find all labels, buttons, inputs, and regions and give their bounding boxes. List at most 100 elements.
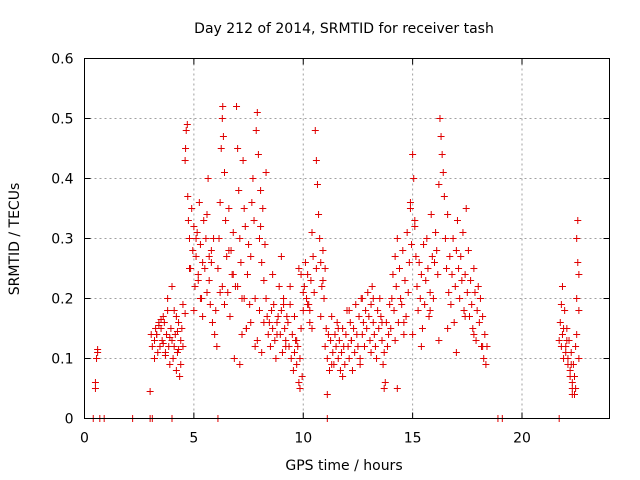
data-point-21.5-23h bbox=[575, 271, 583, 278]
data-point-8-11h bbox=[316, 235, 324, 242]
data-point-8-11h bbox=[299, 307, 307, 314]
data-point-11-14h bbox=[377, 313, 385, 320]
data-point-5-8h bbox=[203, 289, 211, 296]
data-point-11-14h bbox=[339, 373, 347, 380]
data-point-8-11h bbox=[310, 289, 318, 296]
data-point-14-18.5h bbox=[423, 235, 431, 242]
data-point-5-8h bbox=[229, 229, 237, 236]
data-point-14-18.5h bbox=[471, 289, 479, 296]
data-point-11-14h bbox=[365, 313, 373, 320]
data-point-5-8h bbox=[182, 127, 190, 134]
data-point-8-11h bbox=[311, 127, 319, 134]
data-point-8-11h bbox=[294, 343, 302, 350]
data-point-5-8h bbox=[199, 313, 207, 320]
data-point-8-11h bbox=[280, 295, 288, 302]
data-point-5-8h bbox=[240, 205, 248, 212]
data-point-21.5-23h bbox=[556, 319, 564, 326]
data-point-5-8h bbox=[230, 355, 238, 362]
data-point-3-5h bbox=[173, 349, 181, 356]
data-point-8-11h bbox=[319, 277, 327, 284]
data-point-8-11h bbox=[299, 289, 307, 296]
data-point-11-14h bbox=[352, 301, 360, 308]
data-point-8-11h bbox=[266, 343, 274, 350]
data-point-8-11h bbox=[263, 313, 271, 320]
data-point-8-11h bbox=[269, 325, 277, 332]
data-point-5-8h bbox=[256, 235, 263, 242]
data-point-11-14h bbox=[345, 355, 353, 362]
data-point-5-8h bbox=[256, 307, 263, 314]
data-point-11-14h bbox=[358, 331, 366, 338]
data-point-14-18.5h bbox=[418, 325, 426, 332]
data-point-5-8h bbox=[253, 109, 261, 116]
data-point-8-11h bbox=[272, 355, 280, 362]
data-point-11-14h bbox=[356, 355, 364, 362]
data-point-21.5-23h bbox=[572, 343, 580, 350]
data-point-5-8h bbox=[218, 115, 226, 122]
data-point-5-8h bbox=[218, 283, 226, 290]
data-point-8-11h bbox=[301, 259, 309, 266]
data-point-11-14h bbox=[362, 307, 370, 314]
data-point-21.5-23h bbox=[573, 235, 581, 242]
data-point-5-8h bbox=[241, 223, 249, 230]
data-point-8-11h bbox=[277, 307, 285, 314]
data-point-5-8h bbox=[223, 253, 231, 260]
data-point-14-18.5h bbox=[461, 313, 469, 320]
data-point-5-8h bbox=[252, 127, 260, 134]
data-point-8-11h bbox=[295, 379, 303, 386]
data-point-11-14h bbox=[355, 313, 363, 320]
data-point-11-14h bbox=[334, 355, 342, 362]
data-point-early bbox=[93, 355, 101, 362]
data-point-5-8h bbox=[234, 283, 242, 290]
data-point-11-14h bbox=[385, 331, 393, 338]
data-point-8-11h bbox=[282, 337, 290, 344]
data-point-14-18.5h bbox=[393, 385, 401, 392]
data-point-11-14h bbox=[367, 349, 375, 356]
data-point-21.5-23h bbox=[555, 337, 563, 344]
data-point-3-5h bbox=[167, 325, 175, 332]
data-point-early bbox=[91, 385, 99, 392]
data-point-14-18.5h bbox=[476, 295, 484, 302]
data-point-8-11h bbox=[315, 211, 323, 218]
data-point-11-14h bbox=[328, 313, 336, 320]
data-point-14-18.5h bbox=[460, 307, 468, 314]
data-point-early bbox=[94, 346, 102, 353]
data-point-8-11h bbox=[273, 319, 281, 326]
data-point-8-11h bbox=[281, 325, 289, 332]
data-point-14-18.5h bbox=[438, 151, 446, 158]
data-point-5-8h bbox=[261, 241, 269, 248]
data-point-8-11h bbox=[317, 259, 325, 266]
data-point-14-18.5h bbox=[387, 325, 395, 332]
data-point-14-18.5h bbox=[472, 337, 480, 344]
data-point-14-18.5h bbox=[417, 271, 425, 278]
data-point-21.5-23h bbox=[564, 355, 572, 362]
data-point-5-8h bbox=[194, 271, 202, 278]
data-point-21.5-23h bbox=[574, 259, 582, 266]
data-point-5-8h bbox=[259, 205, 267, 212]
data-point-14-18.5h bbox=[393, 235, 401, 242]
data-point-8-11h bbox=[268, 307, 276, 314]
data-point-3-5h bbox=[177, 337, 185, 344]
data-point-5-8h bbox=[219, 103, 227, 110]
data-point-8-11h bbox=[286, 301, 294, 308]
data-point-5-8h bbox=[243, 271, 251, 278]
data-point-5-8h bbox=[202, 235, 210, 242]
data-point-3-5h bbox=[169, 355, 177, 362]
data-point-14-18.5h bbox=[435, 181, 443, 188]
data-point-11-14h bbox=[381, 379, 389, 386]
y-tick-label: 0 bbox=[65, 412, 74, 428]
data-point-3-5h bbox=[179, 301, 187, 308]
data-point-14-18.5h bbox=[436, 115, 444, 122]
data-point-11-14h bbox=[358, 295, 366, 302]
data-point-8-11h bbox=[293, 361, 301, 368]
data-point-3-5h bbox=[163, 331, 171, 338]
data-point-11-14h bbox=[323, 355, 331, 362]
data-point-5-8h bbox=[216, 289, 224, 296]
data-point-3-5h bbox=[166, 334, 174, 341]
data-point-21.5-23h bbox=[573, 295, 581, 302]
data-point-5-8h bbox=[214, 265, 222, 272]
data-point-14-18.5h bbox=[400, 331, 408, 338]
data-point-14-18.5h bbox=[470, 331, 478, 338]
data-point-5-8h bbox=[246, 301, 254, 308]
data-point-5-8h bbox=[233, 103, 241, 110]
data-point-14-18.5h bbox=[401, 277, 409, 284]
